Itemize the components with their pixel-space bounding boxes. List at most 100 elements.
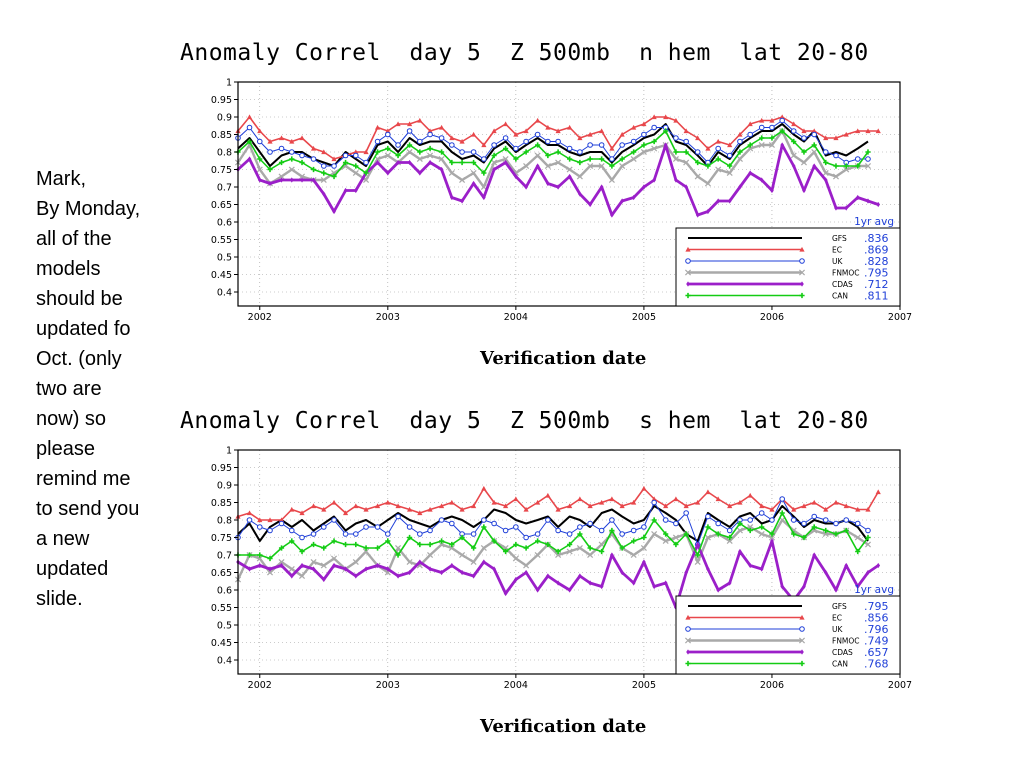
data-point <box>257 562 262 569</box>
chart-title: Anomaly Correl day 5 Z 500mb n hem lat 2… <box>180 40 869 66</box>
data-point <box>481 485 487 491</box>
legend-label: FNMOC <box>832 637 860 646</box>
data-point <box>288 565 295 573</box>
legend-label: CAN <box>832 292 848 301</box>
y-tick-label: 1 <box>226 446 232 457</box>
legend-value: .796 <box>864 623 889 636</box>
data-point <box>503 503 509 509</box>
y-tick-label: 0.45 <box>211 638 232 649</box>
legend-entry-fnmoc: FNMOC .749 <box>684 635 889 648</box>
data-point <box>630 155 637 163</box>
data-point <box>694 558 701 566</box>
data-point <box>802 187 806 194</box>
data-point <box>608 176 615 184</box>
x-tick-label: 2003 <box>376 680 400 691</box>
data-point <box>310 531 317 537</box>
data-point <box>332 562 336 569</box>
data-point <box>546 180 550 187</box>
data-point <box>780 142 785 148</box>
data-point <box>726 169 733 177</box>
data-point <box>555 149 561 155</box>
data-point <box>641 142 647 148</box>
legend-marker <box>799 292 805 299</box>
data-point <box>257 177 262 183</box>
data-point <box>470 169 477 177</box>
data-point <box>619 503 625 509</box>
data-point <box>769 124 775 131</box>
data-point <box>576 173 583 180</box>
data-point <box>705 163 711 169</box>
data-point <box>427 152 434 159</box>
data-point <box>555 548 561 555</box>
data-point <box>855 163 861 169</box>
data-point <box>619 545 625 551</box>
data-point <box>503 548 509 555</box>
data-point <box>491 159 498 166</box>
data-point <box>758 530 765 538</box>
data-point <box>683 138 689 145</box>
data-point <box>320 562 327 569</box>
data-point <box>791 121 797 127</box>
data-point <box>770 538 774 544</box>
data-point <box>695 552 701 558</box>
data-point <box>514 576 518 583</box>
data-point <box>513 156 519 162</box>
data-point <box>834 587 838 593</box>
data-point <box>502 155 509 163</box>
legend-marker <box>800 281 804 287</box>
x-tick-label: 2005 <box>632 312 656 323</box>
data-point <box>374 149 381 155</box>
data-point <box>855 583 860 590</box>
data-point <box>812 163 817 169</box>
data-point <box>811 148 818 156</box>
data-point <box>289 177 294 183</box>
data-point <box>288 166 295 173</box>
data-point <box>375 159 380 166</box>
data-point <box>363 524 369 530</box>
data-point <box>321 545 327 551</box>
data-point <box>384 152 391 159</box>
data-point <box>619 142 625 148</box>
data-point <box>790 128 797 134</box>
legend-entry-fnmoc: FNMOC .795 <box>684 267 889 280</box>
legend-label: CDAS <box>832 280 853 289</box>
data-point <box>738 548 742 555</box>
data-point <box>567 173 572 180</box>
data-point <box>331 555 338 562</box>
legend-label: CAN <box>832 660 848 669</box>
data-point <box>747 142 753 148</box>
legend-entry-ec: EC .869 <box>685 244 889 257</box>
note-line: remind me <box>36 468 131 490</box>
data-point <box>352 558 359 566</box>
data-point <box>545 517 551 523</box>
data-point <box>577 135 583 141</box>
data-point <box>640 148 647 156</box>
data-point <box>363 506 369 512</box>
data-point <box>438 517 445 523</box>
data-point <box>651 145 658 152</box>
data-point <box>864 541 872 548</box>
legend-label: EC <box>832 246 842 255</box>
legend-marker <box>685 292 691 299</box>
data-point <box>438 124 445 130</box>
data-point <box>823 177 828 183</box>
data-point <box>672 155 679 163</box>
data-point <box>747 517 753 523</box>
data-point <box>449 159 455 166</box>
data-point <box>758 124 765 131</box>
data-point <box>662 537 669 545</box>
data-point <box>535 538 541 544</box>
data-point <box>609 163 615 169</box>
data-point <box>555 159 562 166</box>
data-point <box>567 587 572 593</box>
note-line: now) so <box>36 408 107 430</box>
data-point <box>705 489 711 495</box>
data-point <box>727 503 733 509</box>
data-point <box>289 156 295 162</box>
data-point <box>278 173 285 180</box>
data-point <box>278 520 285 527</box>
data-point <box>822 517 829 523</box>
note-line: a new <box>36 528 90 550</box>
legend-marker <box>799 626 805 632</box>
data-point <box>374 138 381 145</box>
